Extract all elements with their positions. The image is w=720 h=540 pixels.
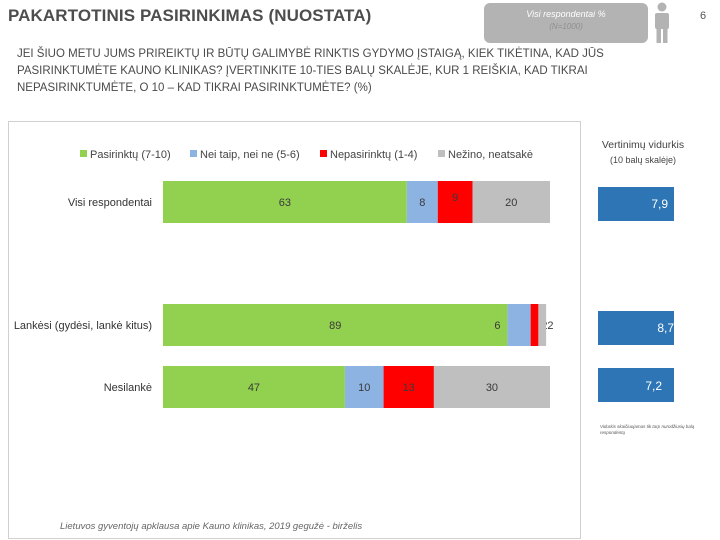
legend-label: Pasirinktų (7-10) [90,149,171,161]
legend-label: Nepasirinktų (1-4) [330,149,418,161]
legend-swatch [190,150,197,157]
legend-swatch [320,150,327,157]
legend-item-neutral: Nei taip, nei ne (5-6) [190,149,300,161]
chart-frame [8,121,581,539]
legend-item-selected: Pasirinktų (7-10) [80,149,171,161]
sample-badge: Visi respondentai % (N=1000) [484,3,648,43]
legend-label: Nei taip, nei ne (5-6) [200,149,300,161]
page-title: PAKARTOTINIS PASIRINKIMAS (NUOSTATA) [8,6,372,25]
legend-item-not-selected: Nepasirinktų (1-4) [320,149,417,161]
legend-item-unknown: Nežino, neatsakė [438,149,533,161]
person-icon [655,2,669,43]
average-bar [598,311,674,345]
average-subtitle: (10 balų skalėje) [609,155,677,165]
average-bar [598,368,674,402]
legend-label: Nežino, neatsakė [448,149,533,161]
average-value: 8,7 [657,321,674,335]
legend-swatch [80,150,87,157]
footnote: Vidurkis skaičiuojamas tik tarp nurodžiu… [600,424,695,435]
question-text: JEI ŠIUO METU JUMS PRIREIKTŲ IR BŪTŲ GAL… [17,48,604,94]
average-bar [598,187,674,221]
average-title: Vertinimų vidurkis [601,139,685,151]
badge-label: Visi respondentai % [526,9,606,19]
average-value: 7,9 [651,197,668,211]
average-value: 7,2 [645,379,662,393]
badge-sample-size: (N=1000) [549,22,583,31]
source-note: Lietuvos gyventojų apklausa apie Kauno k… [60,521,363,532]
page-number: 6 [700,10,707,22]
legend-swatch [438,150,445,157]
